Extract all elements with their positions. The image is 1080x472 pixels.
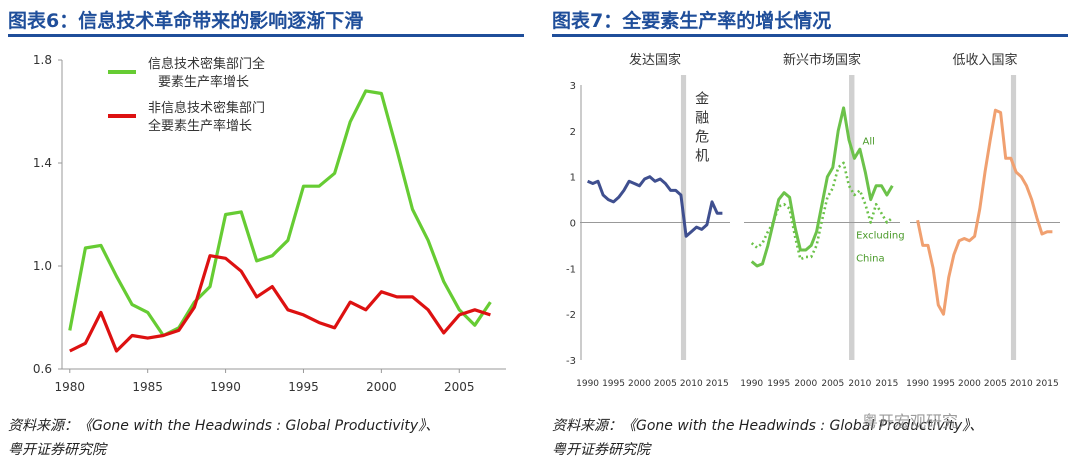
left-source-line2: 粤开证券研究院: [8, 442, 106, 458]
panel-3-x-tick-label: 2005: [984, 379, 1007, 389]
left-legend-label-2: 非信息技术密集部门: [148, 100, 265, 116]
left-y-tick-label: 1.0: [33, 259, 52, 273]
panel-2-x-tick-label: 2010: [848, 379, 871, 389]
panel-3-x-tick-label: 2015: [1036, 379, 1059, 389]
left-x-tick-label: 2005: [444, 380, 475, 394]
crisis-label-char: 金: [695, 91, 709, 107]
panel-3-x-tick-label: 1995: [932, 379, 955, 389]
panel-1-x-tick-label: 2005: [654, 379, 677, 389]
panel-2-x-tick-label: 2005: [821, 379, 844, 389]
annotation-china: China: [856, 253, 885, 264]
panel-3-x-tick-label: 2010: [1010, 379, 1033, 389]
watermark: 粤开宏观研究: [862, 412, 959, 431]
right-source-note: 资料来源：《Gone with the Headwinds : Global P…: [552, 414, 1072, 462]
annotation-all: All: [863, 137, 875, 148]
right-y-tick-label: 2: [570, 127, 576, 138]
panel-1-x-tick-label: 2000: [628, 379, 651, 389]
left-legend-label-1: 信息技术密集部门全: [148, 56, 265, 72]
right-source-line1: 资料来源：《Gone with the Headwinds : Global P…: [552, 418, 984, 434]
right-source-line2: 粤开证券研究院: [552, 442, 650, 458]
panel-2-x-tick-label: 2000: [794, 379, 817, 389]
crisis-band-3: [1010, 75, 1017, 360]
left-source-line1: 资料来源：《Gone with the Headwinds : Global P…: [8, 418, 440, 434]
panel-2-x-tick-label: 2015: [875, 379, 898, 389]
crisis-label-char: 融: [695, 110, 709, 126]
left-source-note: 资料来源：《Gone with the Headwinds : Global P…: [8, 414, 538, 462]
left-x-tick-label: 1990: [210, 380, 241, 394]
right-y-tick-label: -1: [566, 264, 576, 275]
annotation-excluding: Excluding: [856, 231, 905, 242]
panel-3-x-tick-label: 1990: [906, 379, 929, 389]
left-x-tick-label: 1980: [55, 380, 86, 394]
panel-label-2: 新兴市场国家: [783, 52, 861, 68]
crisis-band-2: [849, 75, 855, 360]
right-panel-title: 图表7：全要素生产率的增长情况: [552, 10, 832, 32]
panel-2-x-tick-label: 1995: [767, 379, 790, 389]
panel-3-series-line-1: [916, 108, 1053, 316]
left-legend-label-2: 全要素生产率增长: [148, 118, 252, 134]
left-x-tick-label: 2000: [366, 380, 397, 394]
panel-2-series-line-1: [750, 106, 894, 268]
left-panel-title: 图表6：信息技术革命带来的影响逐渐下滑: [8, 10, 364, 32]
left-y-tick-label: 1.8: [33, 53, 52, 67]
left-y-tick-label: 1.4: [33, 156, 52, 170]
panel-1-x-tick-label: 2010: [680, 379, 703, 389]
left-x-tick-label: 1995: [288, 380, 319, 394]
panel-1-x-tick-label: 2015: [706, 379, 729, 389]
panel-label-3: 低收入国家: [952, 52, 1017, 68]
crisis-label-char: 危: [695, 129, 709, 145]
panel-3-x-tick-label: 2000: [958, 379, 981, 389]
panel-1-x-tick-label: 1990: [576, 379, 599, 389]
crisis-label-char: 机: [695, 148, 709, 164]
panel-1-series-line-1: [587, 175, 723, 238]
right-y-tick-label: -2: [566, 310, 576, 321]
panel-2-x-tick-label: 1990: [740, 379, 763, 389]
panel-label-1: 发达国家: [629, 52, 681, 68]
right-y-tick-label: 0: [570, 219, 576, 230]
left-title-rule: [8, 34, 524, 37]
right-y-tick-label: -3: [566, 356, 576, 367]
right-y-tick-label: 3: [570, 81, 576, 92]
right-title-rule: [552, 34, 1068, 37]
right-y-tick-label: 1: [570, 173, 576, 184]
left-series-line-1: [68, 89, 492, 338]
left-y-tick-label: 0.6: [33, 362, 52, 376]
panel-1-x-tick-label: 1995: [602, 379, 625, 389]
left-legend-label-1: 要素生产率增长: [158, 74, 249, 90]
left-x-tick-label: 1985: [132, 380, 163, 394]
panel-2-series-line-2: [750, 161, 894, 261]
left-series-line-2: [69, 254, 491, 353]
